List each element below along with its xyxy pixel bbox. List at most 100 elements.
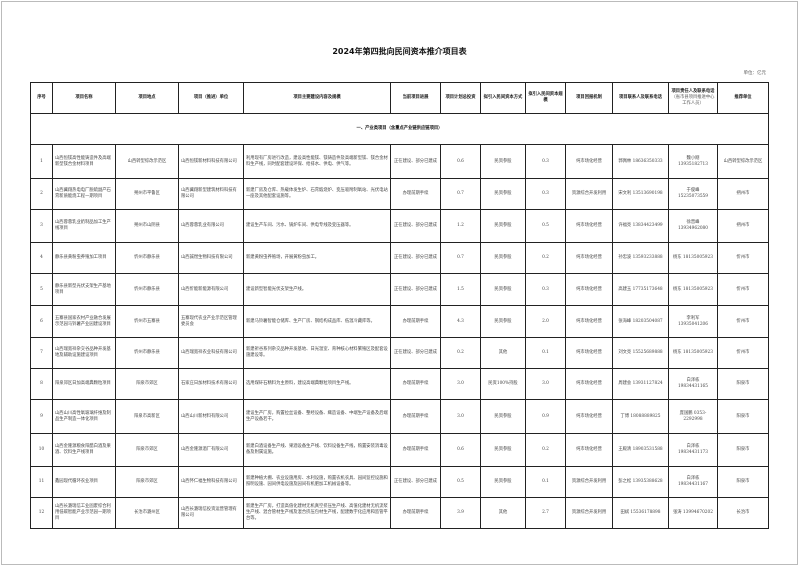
cell-contact: 张海峰 18203504087 [612,305,669,338]
cell-investment: 0.7 [440,242,481,274]
cell-return-mechanism: 纯市场化经营 [565,433,613,467]
cell-recommender: 阳泉市 [717,368,769,400]
cell-progress: 正在建设、部分已建成 [390,144,441,179]
table-row: 10 山西金隆源粮食阳醋白酒及果酒、饮料生产线项目 阳泉市郊区 山西金隆源酒厂有限公司… [30,433,769,467]
cell-responsible: 魏小刚 13935182713 [668,144,718,179]
cell-capital-mode: 民资参股 [480,433,526,467]
cell-content: 新建祈谷系列杂交品种开发基地、日光温室、育种核心材料繁殖区及配套设施建设等。 [243,337,391,369]
cell-progress: 正在建设、部分已建成 [390,337,441,369]
cell-capital-scale: 0.5 [525,209,566,243]
cell-investment: 3.0 [440,399,481,434]
table-row: 12 山西长潞瑞信工业固废综合利用低碳智能产业示范园一期项目 长治市潞州区 山西长潞瑞… [30,497,769,529]
cell-capital-scale: 2.7 [525,497,566,529]
header-recommender: 推荐单位 [717,82,769,114]
cell-content: 建设生产厂房，购置拉丝设备、整经设备、織造设备、中端生产设备及后端生产设备若干。 [243,399,391,434]
cell-contact: 王殿清 18903531588 [612,433,669,467]
header-label: 项目责任人及联系电话 [671,89,715,94]
cell-content: 新建马铃薯智能仓储库、生产厂房、钢结构成品库、低温冷藏库等。 [243,305,391,338]
cell-capital-mode: 民资100%持股 [480,368,526,400]
cell-investment: 1.5 [440,273,481,306]
cell-recommender: 朔州市 [717,178,769,210]
cell-recommender: 阳泉市 [717,466,769,498]
cell-location: 忻州市静乐县 [115,337,179,369]
cell-responsible: 杨东 18135005923 [668,273,718,306]
cell-capital-scale: 0.1 [525,466,566,498]
cell-responsible: 于俊峰 15235073559 [668,178,718,210]
cell-project-name: 山西瑞宽祥杂交谷品种开发基地及辅助设施建设项目 [52,337,116,369]
header-row: 序号 项目名称 项目地点 项目（推进）单位 项目主要建设内容及规模 当前项目进展 项目计划总… [30,82,769,114]
header-label: 项目回报机制 [576,95,602,100]
cell-project-name: 五寨县国家农村产业融合发展示范园马铃薯产业园建设项目 [52,305,116,338]
cell-contact: 丁博 18088889825 [612,399,669,434]
cell-capital-scale: 0.3 [525,273,566,306]
cell-recommender: 朔州市 [717,209,769,243]
cell-content: 新建厂房及仓库、热载体发生炉、石膏煅烧炉、变压吸附制氧站、光伏电站一座及其他配套… [243,178,391,210]
cell-contact: 郭佩林 18636350333 [612,144,669,179]
table-row: 11 鑫园现代循环农业项目 阳泉市郊区 山西怀仁福生物科技有限公司 新建种植大棚、农业设… [30,466,769,498]
cell-progress: 办理前期手续 [390,497,441,529]
cell-investment: 4.3 [440,305,481,338]
cell-recommender: 忻州市 [717,337,769,369]
section-row: 一、产业类项目（含重点产业链供应链项目） [30,113,769,145]
cell-content: 建设新型智能光伏支架生产线。 [243,273,391,306]
table-row: 8 阳泉郊区日加高端典颗粒项目 阳泉市郊区 石家庄日加材料技术有限公司 选用煤矸石精料为… [30,368,769,400]
cell-investment: 0.7 [440,178,481,210]
cell-investment: 1.2 [440,209,481,243]
cell-return-mechanism: 资源综合开发利用 [565,178,613,210]
cell-unit: 五寨现代农业产业示范区管理委员会 [178,305,244,338]
cell-unit: 山西怀仁福生物科技有限公司 [178,466,244,498]
cell-responsible: 白泽栋 19834431165 [668,368,718,400]
cell-project-name: 阳泉郊区日加高端典颗粒项目 [52,368,116,400]
cell-unit: 山西蓉蓉乳业有限公司 [178,209,244,243]
cell-seq: 8 [30,368,53,400]
cell-recommender: 阳泉市 [717,399,769,434]
cell-unit: 山西恒镁新材料科技有限公司 [178,144,244,179]
cell-seq: 2 [30,178,53,210]
cell-responsible: 李利军 13935041206 [668,305,718,338]
cell-unit: 山西冀翔新型建筑材料科技有限公司 [178,178,244,210]
cell-seq: 11 [30,466,53,498]
cell-capital-mode: 其他 [480,497,526,529]
cell-unit: 山西长潞瑞信投资运营管理有限公司 [178,497,244,529]
cell-responsible: 白泽栋 19834431173 [668,433,718,467]
cell-investment: 0.2 [440,337,481,369]
header-capital-mode: 拟引入民间资本方式 [480,82,526,114]
header-progress: 当前项目进展 [390,82,441,114]
cell-seq: 3 [30,209,53,243]
cell-responsible: 杨东 18135005923 [668,242,718,274]
cell-capital-scale: 0.3 [525,144,566,179]
cell-investment: 3.9 [440,497,481,529]
cell-capital-scale: 0.1 [525,337,566,369]
cell-contact: 高建玉 17735173648 [612,273,669,306]
cell-return-mechanism: 资源综合开发利用 [565,497,613,529]
cell-contact: 宋文利 13513690198 [612,178,669,210]
header-capital-scale: 拟引入民间资本规模 [525,82,566,114]
cell-investment: 0.6 [440,433,481,467]
table-row: 1 山西恒镁高性能铸造件及高端新型镁合金材料项目 山西转型综改示范区 山西恒镁新材料科… [30,144,769,179]
cell-capital-scale: 2.0 [525,305,566,338]
cell-contact: 彭之松 13935388628 [612,466,669,498]
cell-responsible: 庞国鹏 0353-2292998 [668,399,718,434]
cell-progress: 正在建设、部分已建成 [390,466,441,498]
cell-unit: 山西山川新材料有限公司 [178,399,244,434]
unit-label: 单位：亿元 [743,71,767,76]
header-location: 项目地点 [115,82,179,114]
cell-capital-mode: 民资参股 [480,144,526,179]
cell-unit: 石家庄日加材料技术有限公司 [178,368,244,400]
header-project-name: 项目名称 [52,82,116,114]
cell-seq: 5 [30,273,53,306]
cell-progress: 正在建设、部分已建成 [390,273,441,306]
cell-location: 忻州市五寨县 [115,305,179,338]
cell-project-name: 山西山川高性氧玻璃纤维及制品生产制造一体化项目 [52,399,116,434]
cell-progress: 办理前期手续 [390,399,441,434]
cell-content: 利用现有厂房进行改造，建设高性能镁、镁铸造件及高端新型镁、镁合金材料生产线，同时… [243,144,391,179]
cell-location: 阳泉市郊区 [115,433,179,467]
cell-responsible: 杨东 18135005923 [668,337,718,369]
header-return-mechanism: 项目回报机制 [565,82,613,114]
cell-seq: 1 [30,144,53,179]
header-label: 拟引入民间资本规模 [528,92,563,103]
cell-content: 选用煤矸石精料为主原料，建设高端典颗粒项目生产线。 [243,368,391,400]
table-row: 2 山西冀翔热电电厂脱硫副产石膏新质能烧工程一期项目 朔州市平鲁区 山西冀翔新型建筑材… [30,178,769,210]
table-row: 5 静乐县新型光伏支架生产基地项目 忻州市静乐县 山西忻能新能源有限公司 建设新型智能光… [30,273,769,306]
